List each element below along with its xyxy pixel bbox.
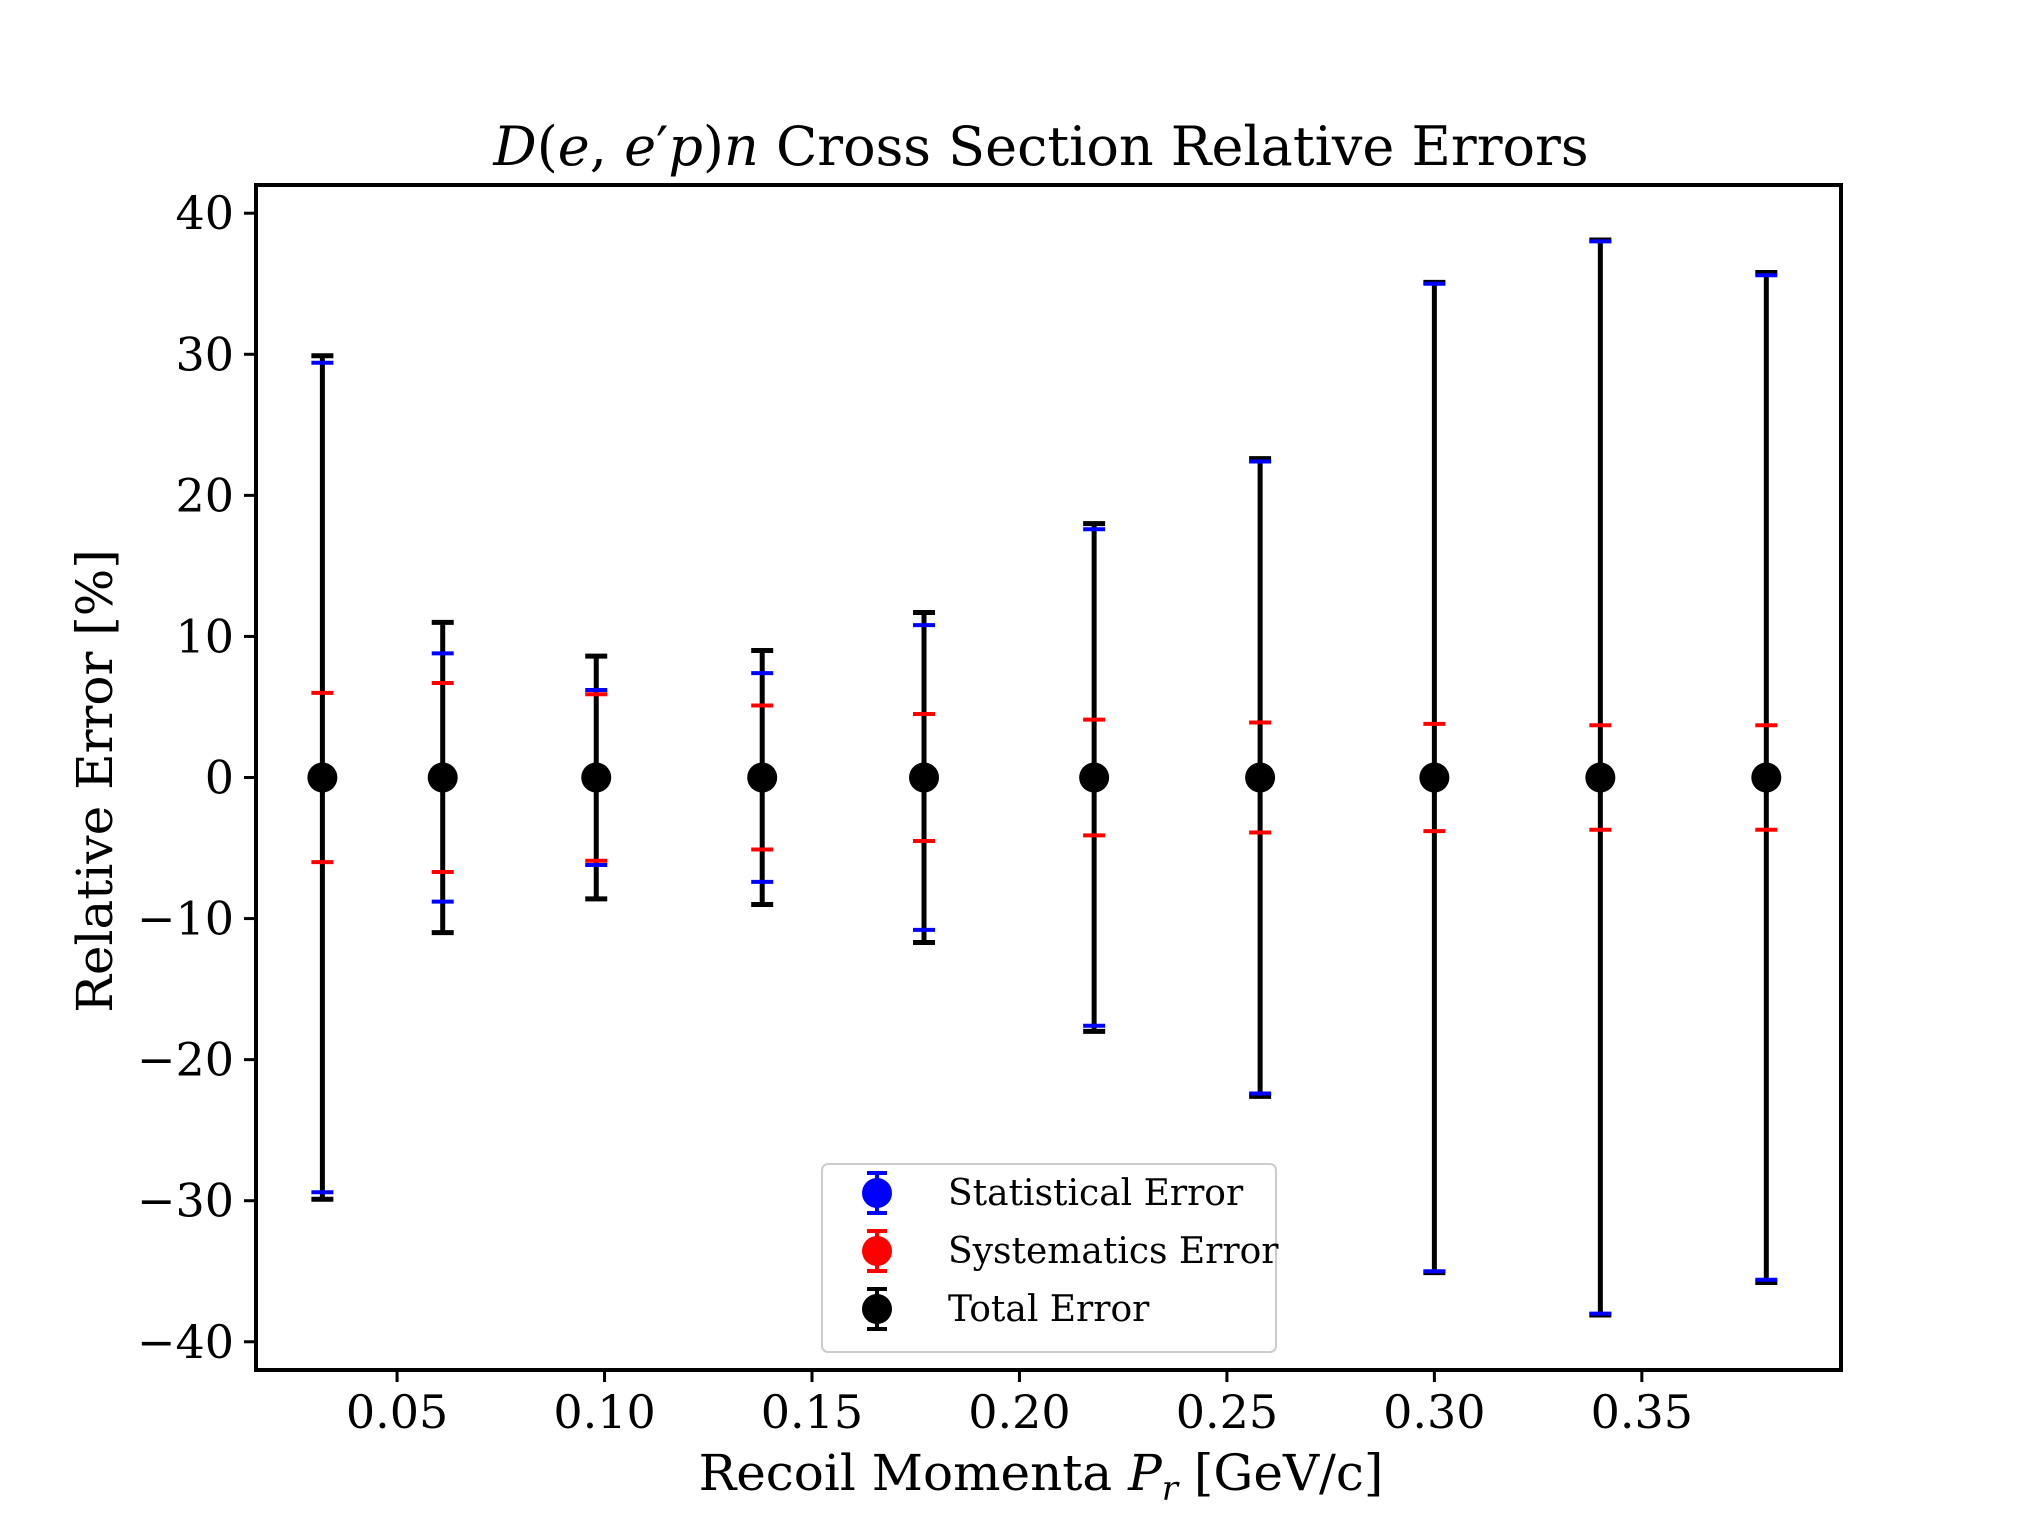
y-axis-title: Relative Error [%] xyxy=(66,549,124,1013)
legend-items: Statistical Error Systematics Error Total … xyxy=(862,1171,1279,1331)
title-formula-prime: ′ xyxy=(656,115,668,178)
data-point-0 xyxy=(307,762,338,793)
title-formula-p: p xyxy=(668,115,703,178)
legend-label-1: Systematics Error xyxy=(948,1231,1279,1272)
title-formula-close: ) xyxy=(703,115,724,178)
legend-label-2: Total Error xyxy=(948,1289,1150,1330)
x-tick-label-5: 0.30 xyxy=(1383,1385,1485,1439)
legend-marker-dot-2 xyxy=(862,1294,892,1324)
title-formula-n: n xyxy=(724,115,759,178)
title-rest: Cross Section Relative Errors xyxy=(759,115,1589,178)
x-tick-label-1: 0.10 xyxy=(553,1385,655,1439)
y-tick-label-1: 30 xyxy=(175,327,234,381)
legend-marker-dot-1 xyxy=(862,1236,892,1266)
y-tick-label-5: −10 xyxy=(137,892,234,946)
title-formula-e2: e xyxy=(624,115,656,178)
x-axis-title: Recoil Momenta Pr [GeV/c] xyxy=(699,1444,1384,1509)
y-tick-label-7: −30 xyxy=(137,1174,234,1228)
x-tick-label-4: 0.25 xyxy=(1176,1385,1278,1439)
y-tick-label-0: 40 xyxy=(175,186,234,240)
data-point-9 xyxy=(1751,762,1782,793)
chart-title: D(e, e′p)n Cross Section Relative Errors xyxy=(492,115,1588,178)
plot-frame xyxy=(254,183,1843,1372)
y-tick-label-2: 20 xyxy=(175,468,234,522)
data-point-7 xyxy=(1419,762,1450,793)
title-formula-open: ( xyxy=(537,115,558,178)
legend: Statistical Error Systematics Error Total … xyxy=(821,1163,1279,1353)
x-tick-label-6: 0.35 xyxy=(1591,1385,1693,1439)
legend-label-0: Statistical Error xyxy=(948,1173,1244,1214)
y-tick-label-4: 0 xyxy=(205,751,234,805)
x-axis-title-unit: [GeV/c] xyxy=(1178,1444,1383,1502)
x-tick-label-0: 0.05 xyxy=(346,1385,448,1439)
data-point-3 xyxy=(747,762,778,793)
y-tick-label-8: −40 xyxy=(137,1315,234,1369)
x-axis-title-subscript: r xyxy=(1162,1469,1180,1509)
legend-box xyxy=(821,1163,1277,1353)
legend-marker-dot-0 xyxy=(862,1178,892,1208)
y-tick-label-3: 10 xyxy=(175,609,234,663)
data-point-5 xyxy=(1079,762,1110,793)
title-formula-e: e xyxy=(558,115,590,178)
title-formula-comma: , xyxy=(590,115,624,178)
data-marks xyxy=(307,237,1782,1318)
data-point-1 xyxy=(427,762,458,793)
title-formula-D: D xyxy=(492,115,536,178)
data-point-4 xyxy=(909,762,940,793)
data-point-8 xyxy=(1585,762,1616,793)
y-tick-label-6: −20 xyxy=(137,1033,234,1087)
x-tick-label-2: 0.15 xyxy=(761,1385,863,1439)
x-tick-label-3: 0.20 xyxy=(968,1385,1070,1439)
x-axis-title-symbol: P xyxy=(1127,1444,1163,1502)
data-point-2 xyxy=(581,762,612,793)
data-point-6 xyxy=(1245,762,1276,793)
axis-ticks: 0.05 0.10 0.15 0.20 0.25 0.30 0.35 40 30 20 10 0 −10… xyxy=(137,186,1693,1439)
x-axis-title-text: Recoil Momenta xyxy=(699,1444,1129,1502)
